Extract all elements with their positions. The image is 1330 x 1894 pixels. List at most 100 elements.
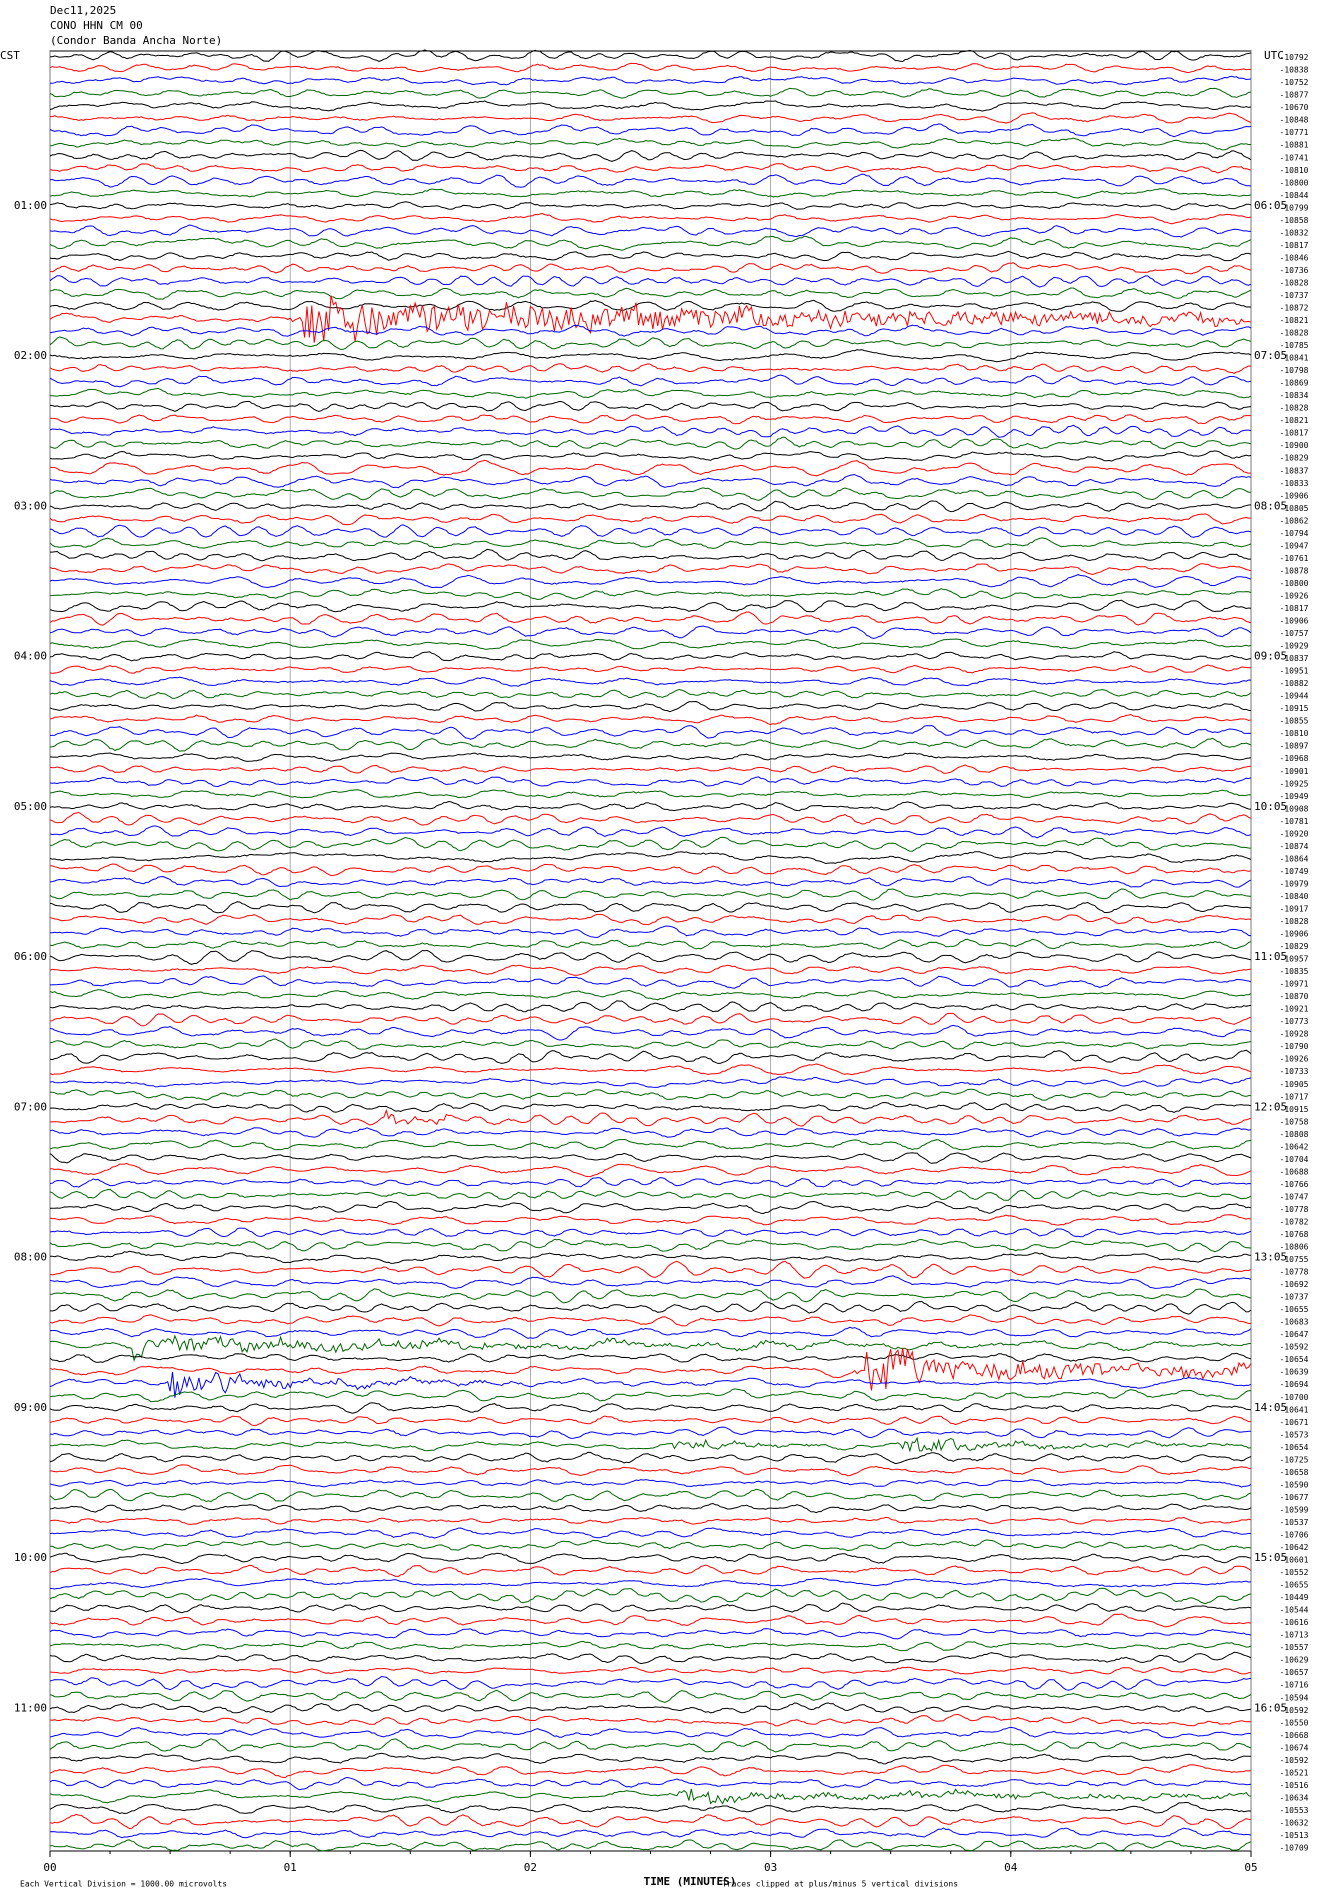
trace-label: -10905 [1280,1080,1309,1089]
trace-label: -10688 [1280,1167,1309,1176]
trace-label: -10706 [1280,1530,1309,1539]
trace [50,1108,1252,1127]
trace-label: -10926 [1280,1055,1309,1064]
trace [49,1334,1252,1363]
trace-label: -10855 [1280,717,1309,726]
trace [49,1188,1252,1201]
trace-label: -10832 [1280,228,1309,237]
trace-label: -10900 [1280,441,1309,450]
trace [49,1839,1252,1852]
trace [49,1764,1252,1778]
x-tick-label: 04 [1004,1861,1018,1874]
trace-label: -10516 [1280,1781,1309,1790]
trace [49,163,1252,174]
trace [50,1200,1252,1215]
trace-label: -10835 [1280,967,1309,976]
trace-label: -10629 [1280,1656,1309,1665]
trace-label: -10449 [1280,1593,1309,1602]
trace-label: -10592 [1280,1343,1309,1352]
trace [49,459,1252,477]
trace-label: -10632 [1280,1818,1309,1827]
trace [50,724,1252,740]
trace [49,789,1252,799]
trace [49,1827,1252,1839]
trace [49,212,1252,225]
trace [49,836,1252,852]
trace [49,1666,1252,1675]
trace [49,638,1252,650]
trace [49,224,1251,238]
trace [49,563,1252,576]
trace [49,1587,1252,1605]
trace-label: -10599 [1280,1505,1309,1514]
trace [49,664,1252,674]
trace-label: -10658 [1280,1468,1309,1477]
trace-label: -10573 [1280,1430,1309,1439]
trace-label: -10805 [1280,504,1309,513]
trace-label: -10785 [1280,341,1309,350]
trace [49,713,1252,726]
trace [49,1415,1252,1426]
chart-subtitle: CONO HHN CM 00 [50,19,143,32]
trace-label: -10846 [1280,253,1309,262]
trace-label: -10766 [1280,1180,1309,1189]
trace-label: -10655 [1280,1305,1309,1314]
trace [49,1527,1252,1539]
trace-label: -10848 [1280,116,1309,125]
trace [49,1552,1252,1565]
x-axis-label: TIME (MINUTES) [644,1875,737,1888]
trace [49,1702,1252,1714]
trace [49,1402,1252,1414]
trace-label: -10917 [1280,904,1309,913]
trace-label: -10829 [1280,454,1309,463]
trace-label: -10829 [1280,942,1309,951]
trace-label: -10677 [1280,1493,1309,1502]
trace [49,949,1252,965]
plot-frame [49,50,1252,1852]
trace-label: -10694 [1280,1380,1309,1389]
trace [49,400,1252,412]
trace-label: -10870 [1280,992,1309,1001]
trace [49,1038,1252,1050]
trace [49,1063,1252,1076]
scale-note: Each Vertical Division = 1000.00 microvo… [20,1880,227,1889]
trace [49,123,1252,138]
trace [49,611,1252,626]
trace-label: -10747 [1280,1192,1309,1201]
trace [49,875,1252,888]
trace-label: -10634 [1280,1793,1309,1802]
trace [49,1127,1252,1138]
trace [49,1813,1252,1830]
trace-label: -10821 [1280,416,1309,425]
trace [49,450,1252,462]
trace [49,1138,1252,1151]
trace [49,1628,1252,1640]
trace-label: -10810 [1280,166,1309,175]
trace [49,537,1252,550]
y-tick-label: 07:00 [14,1100,47,1113]
y-tick-label: 02:00 [14,349,47,362]
trace [49,1502,1252,1514]
trace [49,62,1252,74]
trace-label: -10915 [1280,1105,1309,1114]
trace-label: -10920 [1280,829,1309,838]
trace-label: -10881 [1280,141,1309,150]
trace [49,737,1252,752]
trace-label: -10755 [1280,1255,1309,1264]
trace-label: -10806 [1280,1243,1309,1252]
trace [49,964,1252,976]
x-tick-label: 03 [764,1861,777,1874]
trace [49,474,1252,489]
trace [49,764,1252,774]
trace-label: -10828 [1280,278,1309,287]
trace [49,1651,1252,1665]
trace [49,1088,1251,1101]
trace [49,100,1252,112]
trace-label: -10869 [1280,379,1309,388]
trace-label: -10821 [1280,316,1309,325]
trace [49,752,1252,762]
trace-label: -10692 [1280,1280,1309,1289]
trace-label: -10736 [1280,266,1309,275]
trace [49,137,1252,151]
trace [49,49,1252,63]
